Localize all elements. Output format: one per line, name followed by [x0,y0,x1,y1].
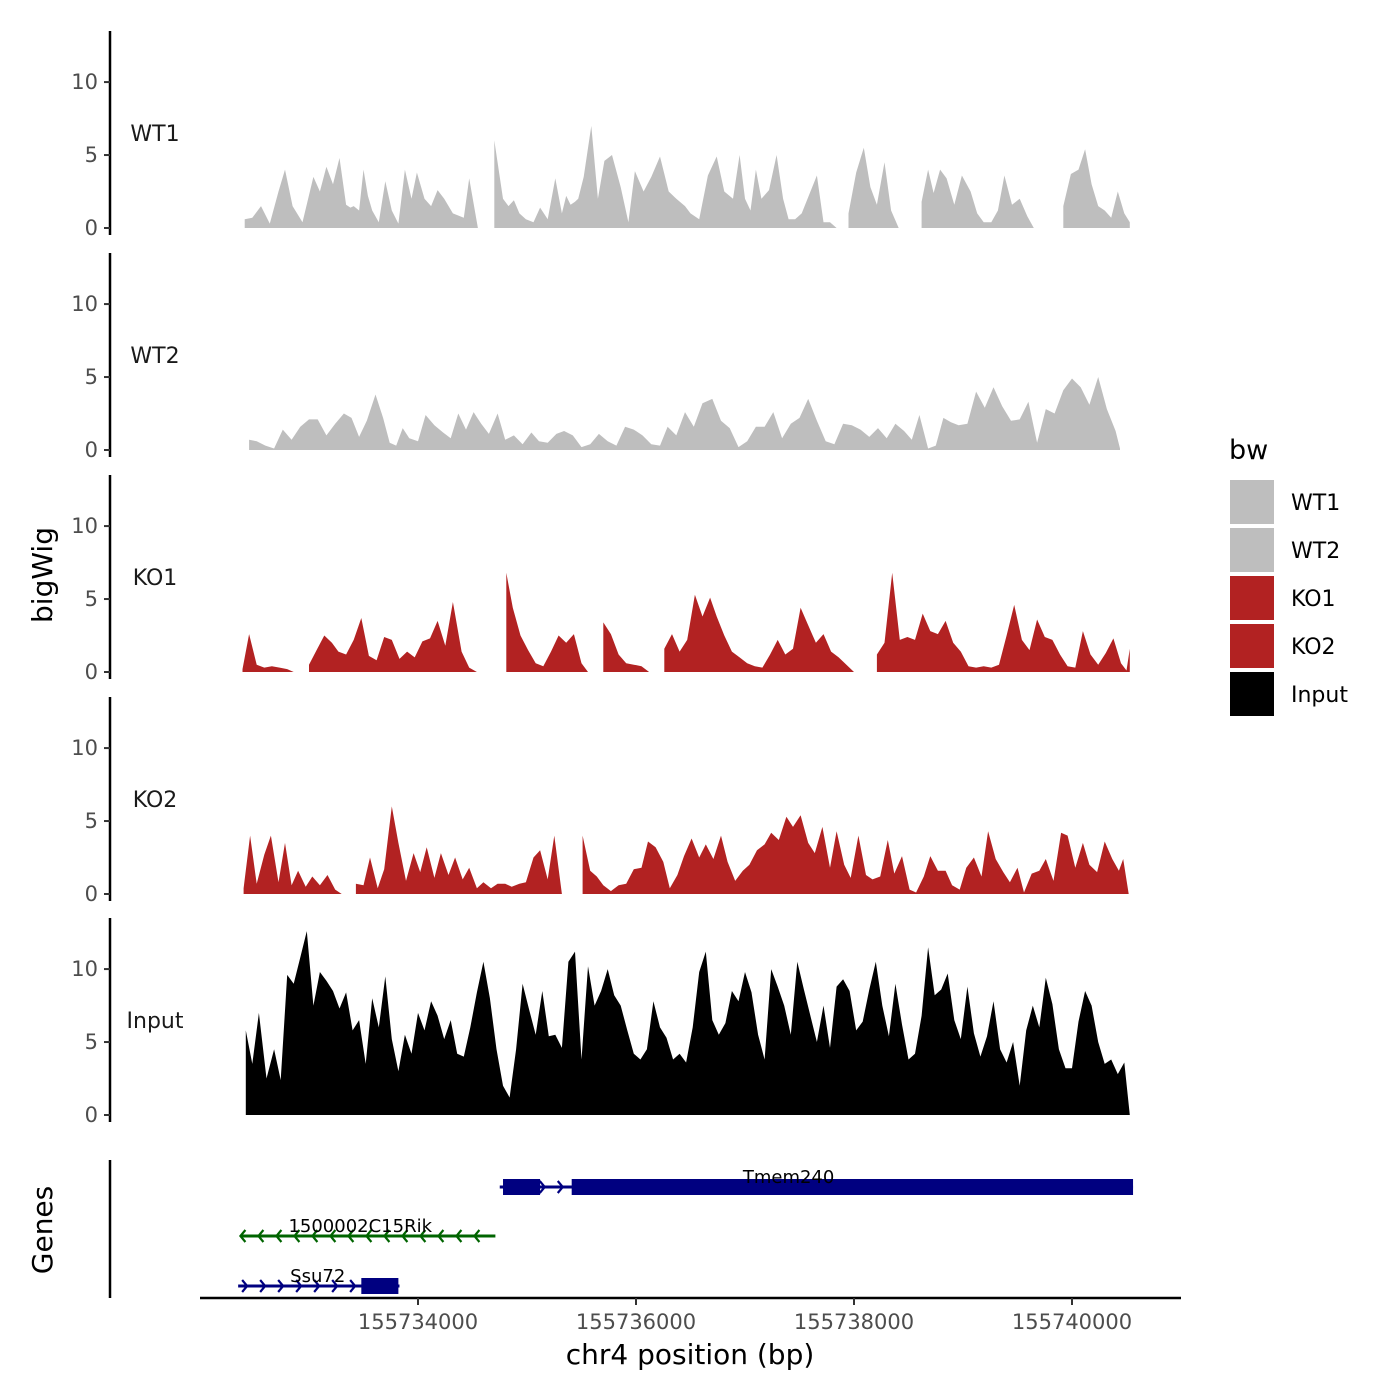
gene-tmem240: Tmem240 [499,1167,1134,1195]
y-tick-label: 5 [85,143,98,167]
strand-arrow [277,1279,285,1293]
gene-label: Tmem240 [742,1167,835,1188]
strand-arrow [556,1180,565,1194]
legend: bw WT1 WT2 KO1 KO2 Input [1229,435,1348,716]
strand-arrow [241,1279,249,1293]
genes-axis-title: Genes [26,1186,59,1274]
genes-panel: Tmem240 1500002C15Rik Ssu72 [108,1160,1134,1298]
y-tick-label: 0 [85,660,98,684]
track-wt1: 0 5 10 WT1 [71,31,1130,240]
exon [503,1179,541,1195]
signal-area-wt2 [249,377,1121,450]
legend-swatch [1230,672,1274,716]
track-label: KO1 [133,566,178,591]
signal-area-input [245,931,1130,1115]
strand-arrow [454,1229,463,1243]
strand-arrow [238,1229,247,1243]
track-ko1: 0 5 10 KO1 [71,475,1130,684]
legend-swatch [1230,528,1274,572]
legend-label: KO2 [1291,635,1336,660]
x-tick-label: 155734000 [358,1310,478,1334]
y-tick-label: 10 [71,70,98,94]
gene-ssu72: Ssu72 [238,1266,400,1294]
signal-area-ko1 [242,572,1130,672]
legend-label: KO1 [1291,587,1336,612]
legend-swatch [1230,576,1274,620]
gene-label: Ssu72 [290,1266,345,1287]
strand-arrow [256,1229,265,1243]
legend-label: WT2 [1291,539,1340,564]
signal-area-wt1 [244,125,1130,228]
y-tick-label: 10 [71,957,98,981]
y-tick-label: 5 [85,365,98,389]
strand-arrow [538,1180,547,1194]
y-tick-label: 0 [85,1103,98,1127]
strand-arrow [328,1229,337,1243]
legend-item-ko1: KO1 [1230,576,1336,620]
y-tick-label: 10 [71,292,98,316]
strand-arrow [313,1279,321,1293]
strand-arrow [346,1229,355,1243]
y-tick-label: 10 [71,514,98,538]
y-tick-label: 5 [85,1030,98,1054]
legend-label: Input [1291,683,1348,708]
gene-1500002c15rik: 1500002C15Rik [238,1216,496,1243]
legend-title: bw [1229,435,1268,466]
track-input: 0 5 10 Input [71,918,1130,1127]
y-tick-label: 0 [85,216,98,240]
y-tick-label: 5 [85,587,98,611]
legend-label: WT1 [1291,491,1340,516]
legend-item-wt1: WT1 [1230,480,1340,524]
exon [361,1278,399,1294]
signal-area-ko2 [243,806,1129,894]
x-axis-title: chr4 position (bp) [566,1338,815,1371]
y-axis-title: bigWig [26,527,59,623]
strand-arrow [292,1229,301,1243]
x-tick-label: 155736000 [576,1310,696,1334]
track-ko2: 0 5 10 KO2 [71,697,1129,906]
strand-arrow [400,1229,409,1243]
legend-swatch [1230,480,1274,524]
strand-arrow [418,1229,427,1243]
strand-arrow [349,1279,357,1293]
strand-arrow [472,1229,481,1243]
legend-item-input: Input [1230,672,1348,716]
strand-arrow [310,1229,319,1243]
signal-tracks: 0 5 10 WT1 0 5 10 WT2 0 5 10 KO1 0 5 10 KO2 0 5 10 Input [71,31,1130,1127]
track-label: WT1 [130,122,179,147]
strand-arrow [259,1279,267,1293]
legend-item-ko2: KO2 [1230,624,1336,668]
track-label: KO2 [133,788,178,813]
legend-swatch [1230,624,1274,668]
gene-label: 1500002C15Rik [288,1216,432,1237]
track-label: WT2 [130,344,179,369]
exon [571,1179,1134,1195]
y-tick-label: 5 [85,809,98,833]
strand-arrow [274,1229,283,1243]
track-label: Input [127,1009,184,1034]
x-tick-label: 155740000 [1012,1310,1132,1334]
y-tick-label: 0 [85,882,98,906]
strand-arrow [436,1229,445,1243]
track-wt2: 0 5 10 WT2 [71,253,1121,462]
y-tick-label: 0 [85,438,98,462]
strand-arrow [364,1229,373,1243]
x-axis: 155734000 155736000 155738000 155740000 [200,1296,1181,1334]
strand-arrow [295,1279,303,1293]
x-tick-label: 155738000 [794,1310,914,1334]
strand-arrow [331,1279,339,1293]
legend-item-wt2: WT2 [1230,528,1340,572]
strand-arrow [382,1229,391,1243]
y-tick-label: 10 [71,736,98,760]
